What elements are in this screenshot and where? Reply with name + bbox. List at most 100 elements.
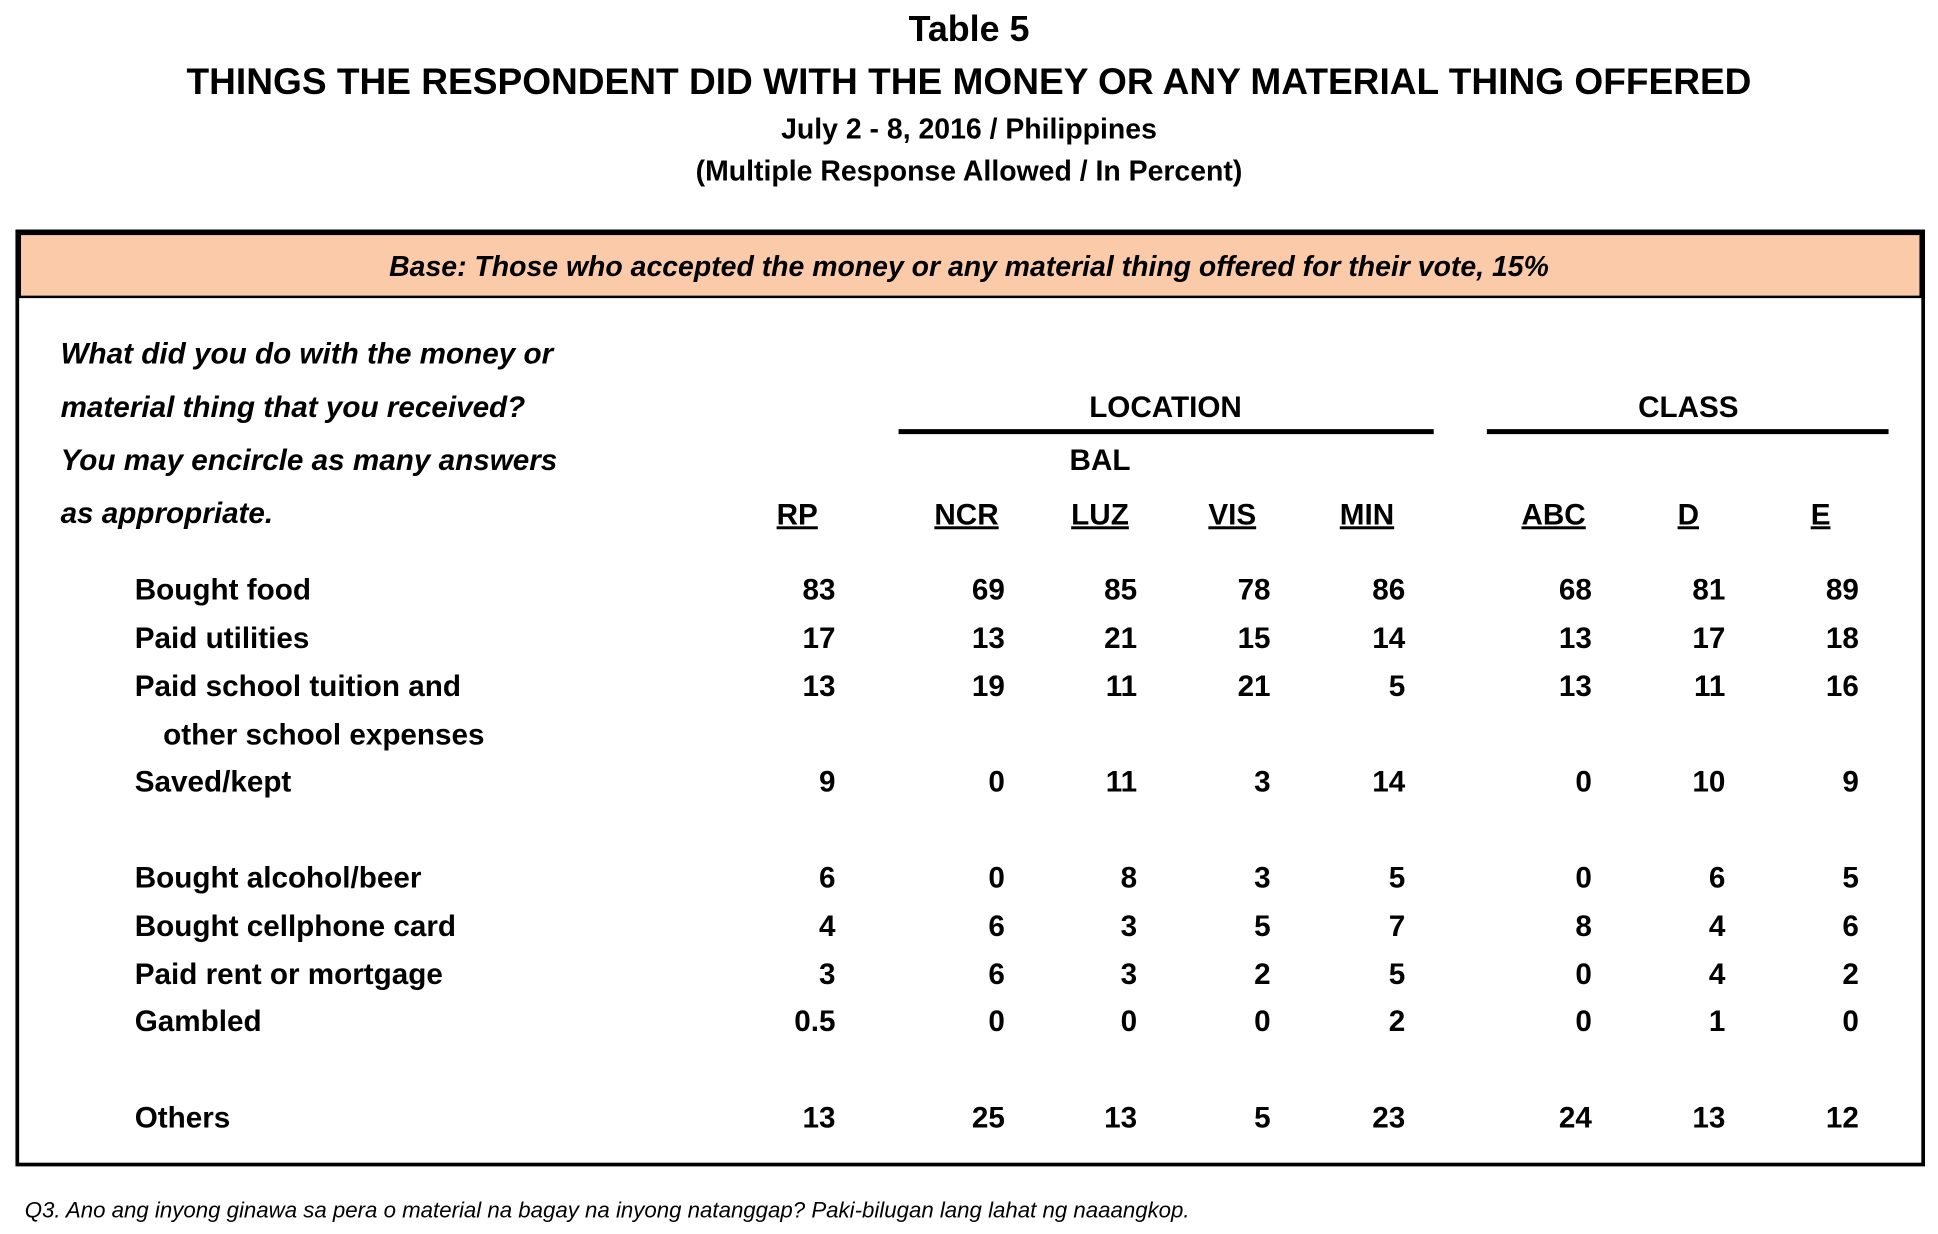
column-header: VIS xyxy=(1208,498,1256,531)
cell: 7 xyxy=(1389,910,1406,943)
group-header: LOCATION xyxy=(1089,391,1242,424)
cell: 24 xyxy=(1559,1101,1592,1134)
question-line: as appropriate. xyxy=(61,497,274,530)
cell: 0 xyxy=(988,765,1005,798)
cell: 2 xyxy=(1254,958,1271,991)
cell: 13 xyxy=(1559,622,1592,655)
column-header: NCR xyxy=(934,498,998,531)
cell: 21 xyxy=(1104,622,1137,655)
column-header: RP xyxy=(777,498,818,531)
cell: 4 xyxy=(819,910,836,943)
row-label: Bought cellphone card xyxy=(135,910,456,943)
cell: 85 xyxy=(1104,574,1137,607)
cell: 4 xyxy=(1709,958,1726,991)
cell: 6 xyxy=(988,910,1005,943)
cell: 12 xyxy=(1826,1101,1859,1134)
column-header: ABC xyxy=(1521,498,1585,531)
cell: 15 xyxy=(1238,622,1271,655)
base: Base: Those who accepted the money or an… xyxy=(389,251,1549,283)
cell: 13 xyxy=(1104,1101,1137,1134)
base-band xyxy=(18,232,1922,299)
row-label: Paid utilities xyxy=(135,622,310,655)
cell: 0 xyxy=(1842,1005,1859,1038)
cell: 16 xyxy=(1826,670,1859,703)
cell: 10 xyxy=(1692,765,1725,798)
row-label: Paid school tuition and xyxy=(135,670,461,703)
cell: 68 xyxy=(1559,574,1592,607)
column-header: LUZ xyxy=(1071,498,1129,531)
cell: 8 xyxy=(1121,862,1138,895)
cell: 5 xyxy=(1842,862,1859,895)
cell: 0 xyxy=(1575,958,1592,991)
cell: 2 xyxy=(1389,1005,1406,1038)
cell: 9 xyxy=(1842,765,1859,798)
cell: 0 xyxy=(1575,862,1592,895)
column-header: MIN xyxy=(1340,498,1394,531)
row-label: Paid rent or mortgage xyxy=(135,958,443,991)
cell: 5 xyxy=(1254,1101,1271,1134)
cell: 83 xyxy=(803,574,836,607)
cell: 6 xyxy=(1842,910,1859,943)
cell: 18 xyxy=(1826,622,1859,655)
cell: 8 xyxy=(1575,910,1592,943)
cell: 19 xyxy=(972,670,1005,703)
row-label: Gambled xyxy=(135,1005,262,1038)
cell: 6 xyxy=(1709,862,1726,895)
cell: 9 xyxy=(819,765,836,798)
row-label: Bought alcohol/beer xyxy=(135,862,422,895)
cell: 11 xyxy=(1106,670,1137,703)
cell: 11 xyxy=(1694,670,1725,703)
cell: 3 xyxy=(1254,862,1271,895)
cell: 0 xyxy=(1254,1005,1271,1038)
cell: 23 xyxy=(1372,1101,1405,1134)
cell: 17 xyxy=(1692,622,1725,655)
cell: 3 xyxy=(1121,958,1138,991)
cell: 25 xyxy=(972,1101,1005,1134)
cell: 0 xyxy=(988,1005,1005,1038)
cell: 13 xyxy=(1692,1101,1725,1134)
cell: 0 xyxy=(1121,1005,1138,1038)
title: Table 5 xyxy=(909,9,1030,49)
question-line: material thing that you received? xyxy=(61,391,526,424)
cell: 14 xyxy=(1372,765,1405,798)
cell: 2 xyxy=(1842,958,1859,991)
cell: 89 xyxy=(1826,574,1859,607)
cell: 0.5 xyxy=(794,1005,835,1038)
cell: 1 xyxy=(1709,1005,1726,1038)
cell: 13 xyxy=(972,622,1005,655)
row-label: Saved/kept xyxy=(135,765,292,798)
subheader: BAL xyxy=(1070,444,1131,477)
cell: 81 xyxy=(1692,574,1725,607)
footnote: Q3. Ano ang inyong ginawa sa pera o mate… xyxy=(25,1198,1190,1223)
column-header: D xyxy=(1678,498,1699,531)
cell: 86 xyxy=(1372,574,1405,607)
cell: 0 xyxy=(1575,1005,1592,1038)
cell: 13 xyxy=(803,1101,836,1134)
cell: 5 xyxy=(1389,670,1406,703)
cell: 3 xyxy=(1121,910,1138,943)
heading: THINGS THE RESPONDENT DID WITH THE MONEY… xyxy=(187,60,1752,102)
row-label: Others xyxy=(135,1101,231,1134)
cell: 13 xyxy=(803,670,836,703)
cell: 3 xyxy=(819,958,836,991)
cell: 14 xyxy=(1372,622,1405,655)
cell: 6 xyxy=(819,862,836,895)
cell: 69 xyxy=(972,574,1005,607)
date: July 2 - 8, 2016 / Philippines xyxy=(781,114,1157,146)
column-header: E xyxy=(1811,498,1831,531)
cell: 6 xyxy=(988,958,1005,991)
cell: 0 xyxy=(988,862,1005,895)
cell: 13 xyxy=(1559,670,1592,703)
cell: 78 xyxy=(1238,574,1271,607)
cell: 11 xyxy=(1106,765,1137,798)
group-header: CLASS xyxy=(1638,391,1739,424)
note: (Multiple Response Allowed / In Percent) xyxy=(696,156,1243,188)
cell: 5 xyxy=(1254,910,1271,943)
cell: 21 xyxy=(1238,670,1271,703)
question-line: You may encircle as many answers xyxy=(61,444,558,477)
question-line: What did you do with the money or xyxy=(61,338,555,371)
cell: 5 xyxy=(1389,958,1406,991)
row-label: Bought food xyxy=(135,574,311,607)
